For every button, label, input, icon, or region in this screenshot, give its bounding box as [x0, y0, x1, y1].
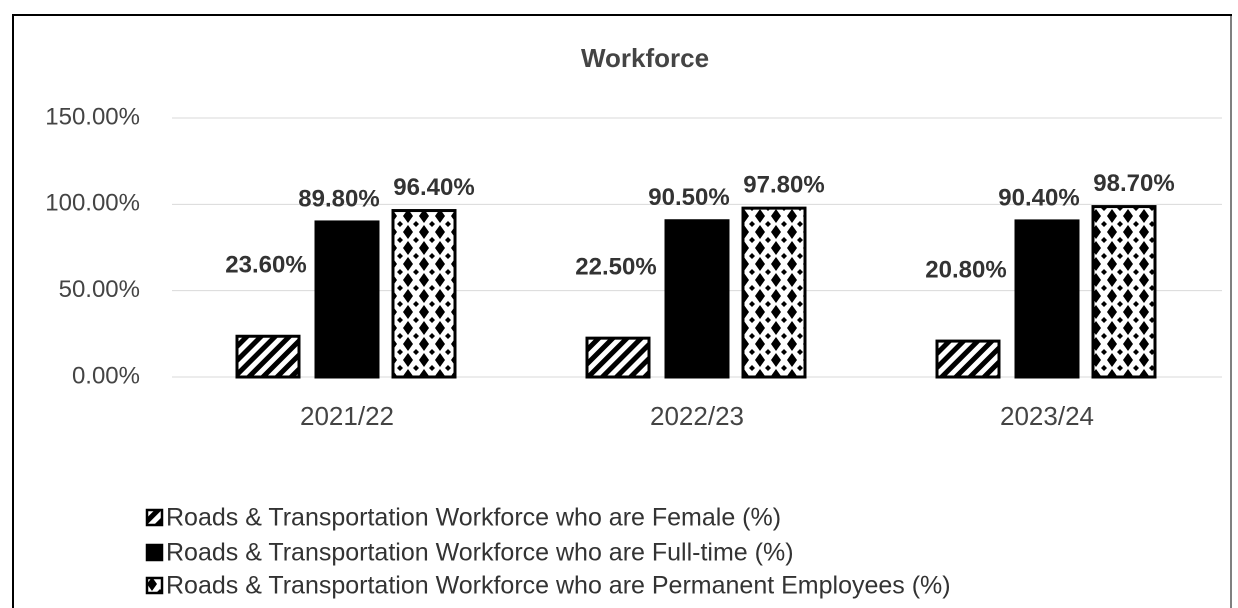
y-tick-label: 150.00% — [45, 103, 140, 130]
legend-label: Roads & Transportation Workforce who are… — [166, 504, 781, 532]
x-tick-label: 2021/22 — [300, 401, 394, 431]
data-label: 23.60% — [225, 252, 306, 279]
legend-swatch — [145, 576, 164, 595]
chart-title: Workforce — [581, 43, 709, 73]
bar — [585, 336, 651, 379]
x-tick-label: 2023/24 — [1000, 401, 1094, 431]
data-label: 97.80% — [743, 171, 824, 198]
data-label: 96.40% — [393, 174, 474, 201]
bar — [664, 219, 730, 379]
legend-label: Roads & Transportation Workforce who are… — [166, 539, 794, 567]
bar — [741, 206, 807, 379]
data-label: 98.70% — [1093, 170, 1174, 197]
data-label: 22.50% — [575, 253, 656, 280]
data-label: 90.50% — [648, 184, 729, 211]
y-tick-label: 0.00% — [72, 362, 140, 389]
x-tick-label: 2022/23 — [650, 401, 744, 431]
y-tick-label: 50.00% — [59, 276, 140, 303]
legend-label: Roads & Transportation Workforce who are… — [166, 572, 951, 600]
bar — [1091, 205, 1157, 379]
bar — [1014, 219, 1080, 379]
bar — [935, 339, 1001, 379]
bar — [314, 220, 380, 379]
data-label: 90.40% — [998, 184, 1079, 211]
legend-swatch — [145, 508, 164, 527]
bar — [235, 334, 301, 379]
data-label: 20.80% — [925, 256, 1006, 283]
legend-swatch — [145, 543, 164, 562]
data-label: 89.80% — [298, 185, 379, 212]
y-tick-label: 100.00% — [45, 190, 140, 217]
bar — [391, 209, 457, 379]
